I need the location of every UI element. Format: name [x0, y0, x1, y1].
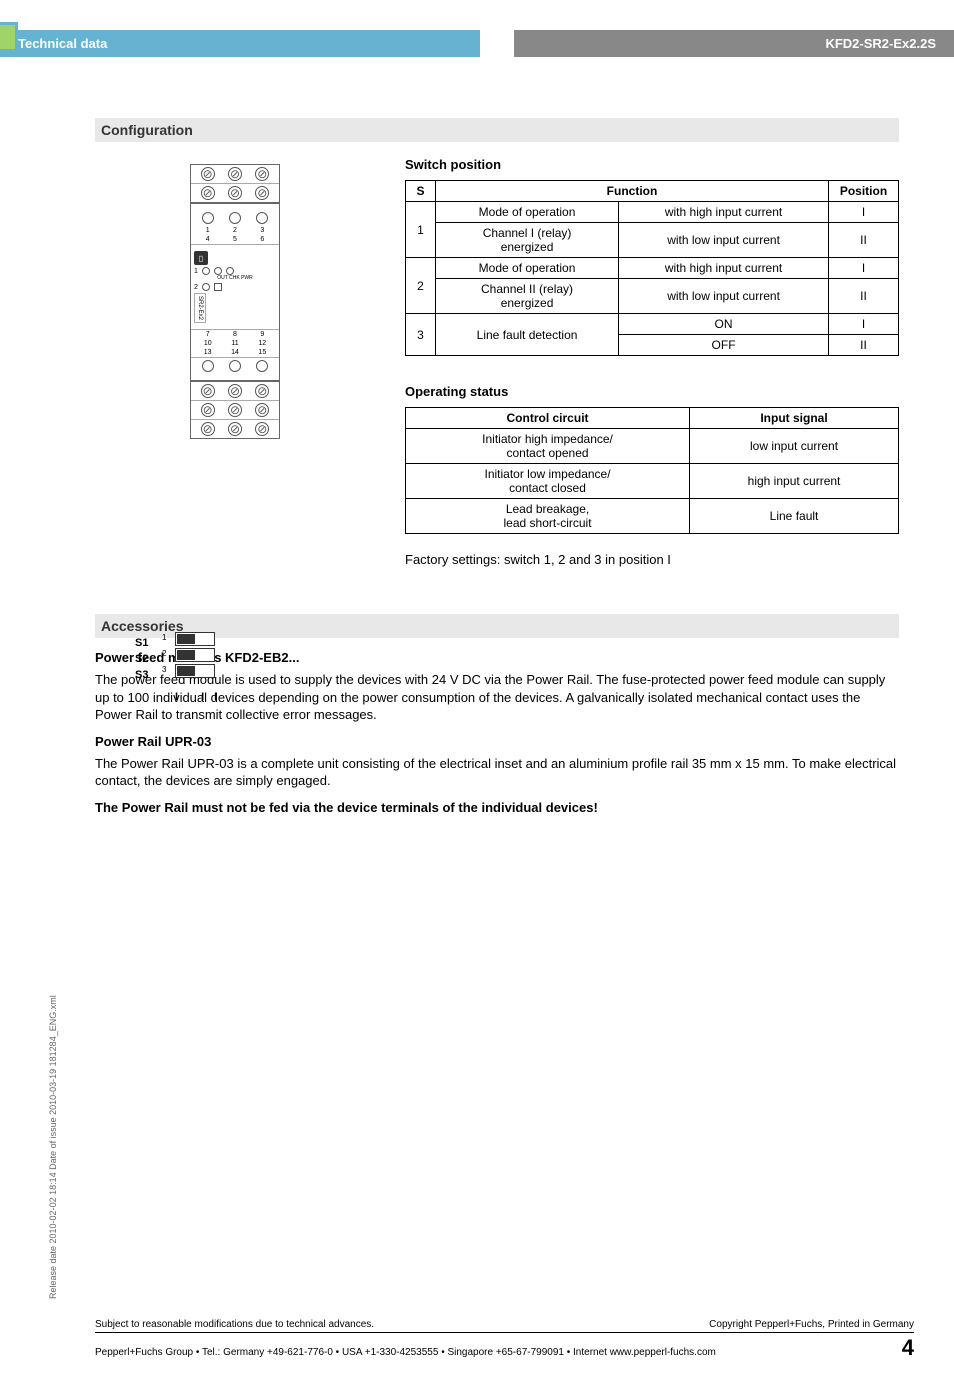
- footer-contact: Pepperl+Fuchs Group • Tel.: Germany +49-…: [95, 1347, 716, 1358]
- footer-disclaimer: Subject to reasonable modifications due …: [95, 1319, 374, 1330]
- rail-title: Power Rail UPR-03: [95, 734, 899, 749]
- switch-position-table: S Function Position 1 Mode of operation …: [405, 180, 899, 356]
- switch-boxes: 1 2 3: [175, 632, 215, 680]
- header-right: KFD2-SR2-Ex2.2S: [514, 30, 954, 57]
- operating-status-table: Control circuit Input signal Initiator h…: [405, 407, 899, 534]
- factory-settings: Factory settings: switch 1, 2 and 3 in p…: [405, 552, 899, 567]
- operating-status-title: Operating status: [405, 384, 899, 399]
- switch-labels: S1 S2 S3: [135, 635, 148, 683]
- device-diagram: 123 456 ▯ 1 OUT CHK PWR 2 SR2-Ex2 789 10…: [95, 164, 375, 584]
- warning-text: The Power Rail must not be fed via the d…: [95, 800, 899, 815]
- rotated-meta: Release date 2010-02-02 18:14 Date of is…: [48, 995, 58, 1299]
- diagram-column: 123 456 ▯ 1 OUT CHK PWR 2 SR2-Ex2 789 10…: [95, 154, 375, 584]
- tables-column: Switch position S Function Position 1 Mo…: [405, 154, 899, 584]
- switch-legend: I II: [175, 691, 227, 703]
- section-accessories: Accessories: [95, 614, 899, 638]
- switch-position-title: Switch position: [405, 157, 899, 172]
- feed-title: Power feed modules KFD2-EB2...: [95, 650, 899, 665]
- table-row: Lead breakage, lead short-circuit Line f…: [406, 499, 899, 534]
- table-row: Initiator high impedance/ contact opened…: [406, 429, 899, 464]
- footer-copyright: Copyright Pepperl+Fuchs, Printed in Germ…: [709, 1319, 914, 1330]
- footer: Subject to reasonable modifications due …: [95, 1319, 914, 1361]
- header-left: Technical data: [0, 30, 480, 57]
- page-body: Configuration 123 456 ▯ 1 OUT CHK PWR 2: [0, 58, 954, 815]
- section-configuration: Configuration: [95, 118, 899, 142]
- header-bar: Technical data KFD2-SR2-Ex2.2S: [0, 28, 954, 58]
- configuration-row: 123 456 ▯ 1 OUT CHK PWR 2 SR2-Ex2 789 10…: [95, 154, 899, 584]
- page-number: 4: [902, 1335, 914, 1361]
- table-row: Initiator low impedance/ contact closed …: [406, 464, 899, 499]
- rail-body: The Power Rail UPR-03 is a complete unit…: [95, 755, 899, 790]
